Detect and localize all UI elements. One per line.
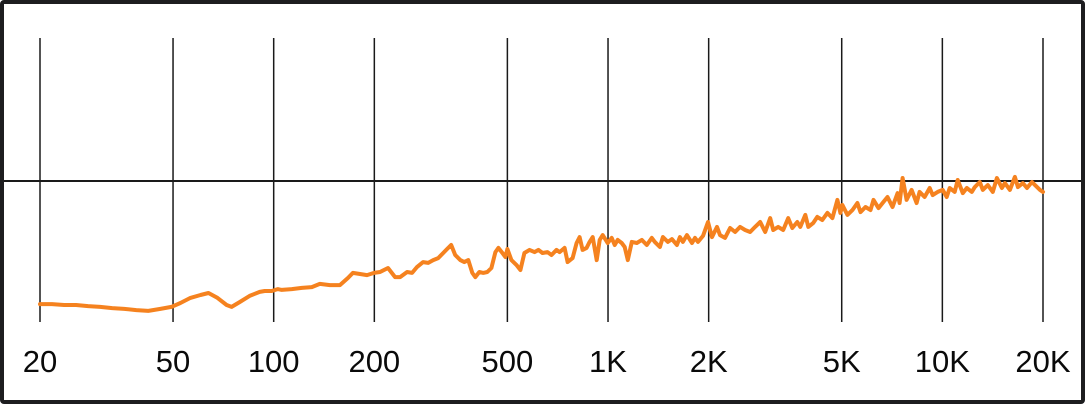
x-tick-label: 5K: [823, 344, 861, 379]
x-tick-label: 50: [156, 344, 190, 379]
x-tick-label: 20: [23, 344, 57, 379]
x-tick-label: 1K: [589, 344, 627, 379]
x-tick-label: 500: [482, 344, 534, 379]
x-tick-label: 2K: [690, 344, 728, 379]
x-tick-label: 200: [348, 344, 400, 379]
x-tick-label: 20K: [1015, 344, 1070, 379]
response-curve: [38, 174, 1045, 313]
x-tick-label: 100: [248, 344, 300, 379]
x-tick-label: 10K: [915, 344, 970, 379]
